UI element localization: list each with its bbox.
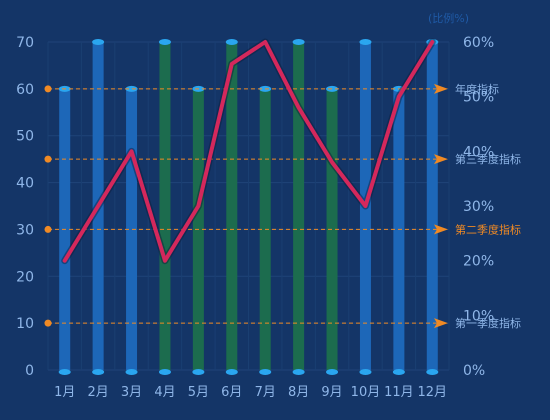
line-point <box>363 204 367 208</box>
y-tick-label: 70 <box>16 35 34 51</box>
bar-bottom-cap <box>125 369 138 375</box>
bar-top-cap <box>92 39 105 45</box>
bar-top-cap <box>326 85 339 92</box>
y2-tick-label: 10% <box>463 308 494 324</box>
line-point <box>163 259 167 263</box>
x-tick-label: 6月 <box>221 385 242 400</box>
x-tick-label: 12月 <box>418 385 448 400</box>
bar-bottom-cap <box>158 369 171 375</box>
bar-bottom-cap <box>58 369 71 375</box>
line-point <box>430 40 434 44</box>
y-tick-label: 20 <box>16 269 34 285</box>
mark-line-start-dot <box>44 85 52 93</box>
x-tick-label: 2月 <box>87 385 108 400</box>
bar-bottom-cap <box>359 369 372 375</box>
y-tick-label: 10 <box>16 316 34 332</box>
mark-line-start-dot <box>44 319 52 327</box>
mark-line-start-dot <box>44 155 52 163</box>
x-tick-label: 4月 <box>154 385 175 400</box>
bar-top-cap <box>158 39 171 45</box>
bar-top-cap <box>125 85 138 92</box>
y2-unit-label: (比例%) <box>428 11 469 25</box>
series-line <box>62 40 435 263</box>
bar <box>426 42 438 370</box>
bar-bottom-cap <box>225 369 238 375</box>
x-tick-label: 10月 <box>351 385 381 400</box>
bar <box>126 88 138 370</box>
mark-line-arrow <box>434 224 448 235</box>
mark-line-arrow <box>434 154 448 165</box>
x-tick-label: 7月 <box>255 385 276 400</box>
bar-bottom-cap <box>292 369 305 375</box>
line-point <box>397 95 401 99</box>
mark-line-arrow <box>434 83 448 94</box>
mark-line-label: 第二季度指标 <box>455 222 521 236</box>
line-point <box>297 106 301 110</box>
x-tick-label: 5月 <box>188 385 209 400</box>
y2-tick-label: 30% <box>463 199 494 215</box>
y-tick-label: 0 <box>25 363 34 379</box>
bar-bottom-cap <box>392 369 405 375</box>
x-tick-label: 8月 <box>288 385 309 400</box>
bar-top-cap <box>359 39 372 45</box>
y2-tick-label: 0% <box>463 363 485 379</box>
mark-line-arrow <box>434 318 448 329</box>
x-tick-label: 3月 <box>121 385 142 400</box>
bar-top-cap <box>292 39 305 45</box>
bar <box>159 42 171 370</box>
y2-tick-label: 40% <box>463 144 494 160</box>
y2-tick-label: 60% <box>463 35 494 51</box>
x-tick-label: 1月 <box>54 385 75 400</box>
line-point <box>63 259 67 263</box>
line-point <box>230 62 234 66</box>
bar <box>226 42 238 370</box>
y-tick-label: 40 <box>16 176 34 192</box>
y-tick-label: 60 <box>16 82 34 98</box>
y2-tick-label: 50% <box>463 90 494 106</box>
line-point <box>96 204 100 208</box>
mark-line-label: 第一季度指标 <box>455 316 521 330</box>
bar-bottom-cap <box>259 369 272 375</box>
mark-line-start-dot <box>44 225 52 233</box>
y-tick-label: 30 <box>16 222 34 238</box>
line-point <box>130 149 134 153</box>
x-tick-label: 11月 <box>384 385 414 400</box>
bar-top-cap <box>225 39 238 45</box>
line-point <box>330 160 334 164</box>
bar-bottom-cap <box>426 369 439 375</box>
x-tick-label: 9月 <box>321 385 342 400</box>
line-point <box>196 204 200 208</box>
y2-tick-label: 20% <box>463 254 494 270</box>
bar <box>326 88 338 370</box>
bar-bottom-cap <box>92 369 105 375</box>
line-point <box>263 40 267 44</box>
y-tick-label: 50 <box>16 129 34 145</box>
mark-line-label: 年度指标 <box>455 82 499 96</box>
bar-bottom-cap <box>326 369 339 375</box>
bar-bottom-cap <box>192 369 205 375</box>
mark-line-label: 第三季度指标 <box>455 152 521 166</box>
bar <box>293 42 305 370</box>
